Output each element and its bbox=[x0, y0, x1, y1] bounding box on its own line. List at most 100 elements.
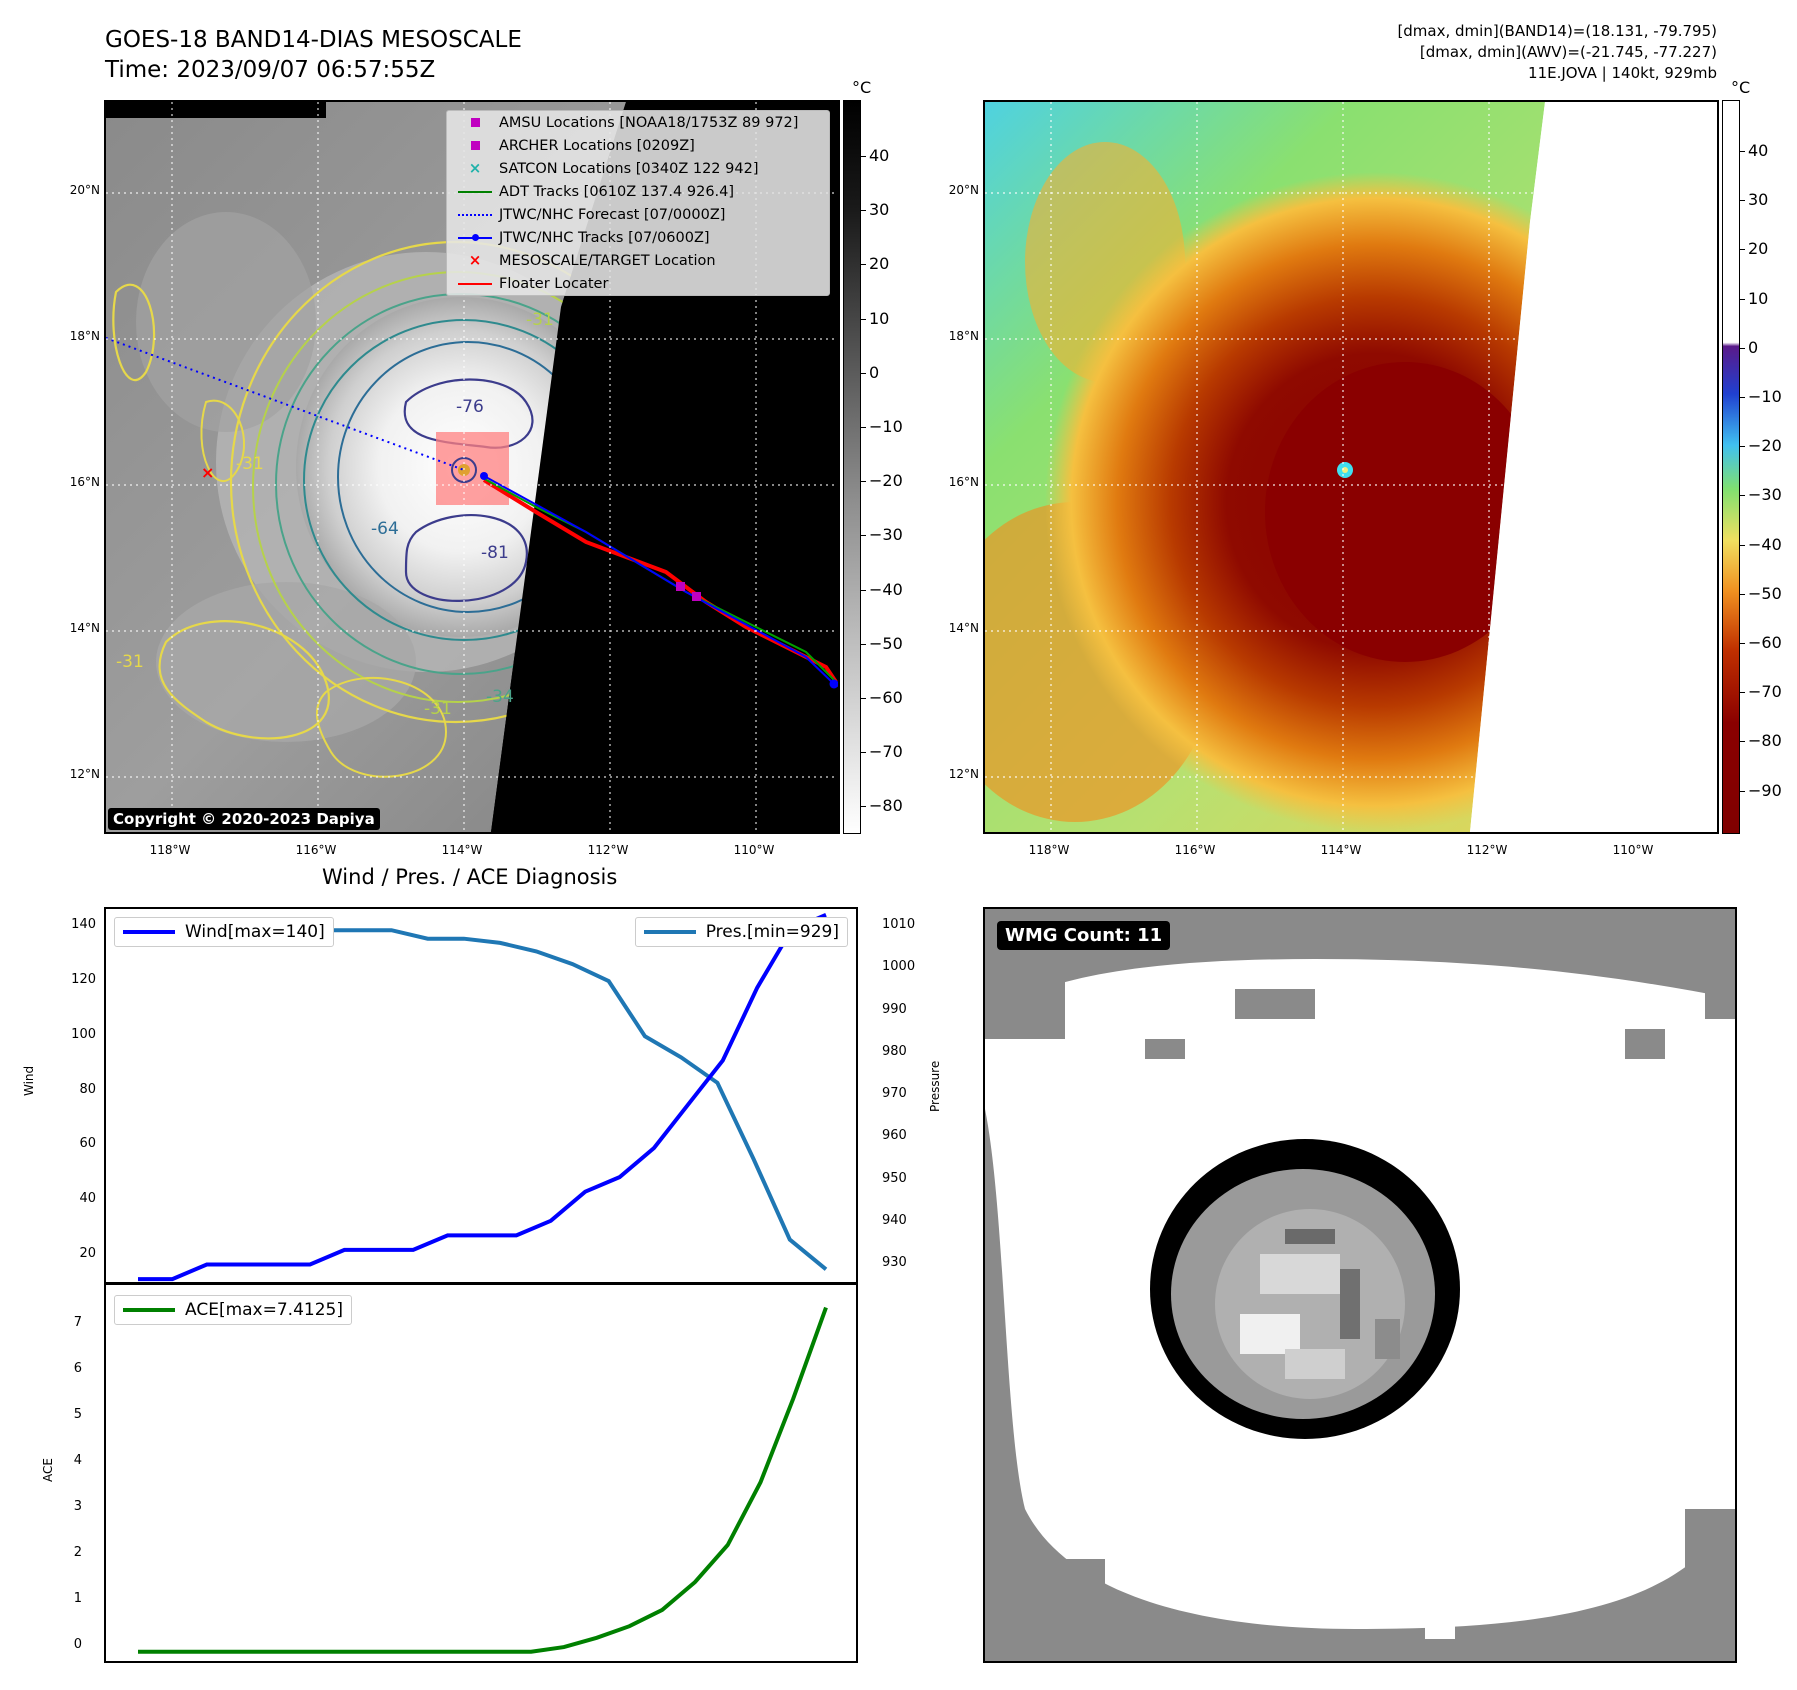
axis-tick-label: 980 bbox=[882, 1043, 907, 1059]
latitude-label: 16°N bbox=[69, 475, 100, 489]
legend-symbol bbox=[457, 190, 493, 193]
colorbar-tick-label: −30 bbox=[869, 525, 903, 545]
longitude-label: 110°W bbox=[1612, 843, 1654, 857]
longitude-label: 110°W bbox=[733, 843, 775, 857]
contour-label: -31 bbox=[236, 454, 264, 474]
colorbar-tick-label: 0 bbox=[1748, 337, 1759, 357]
jtwc-track bbox=[483, 475, 835, 685]
axis-tick-label: 2 bbox=[73, 1545, 82, 1560]
colorbar-tick-label: 20 bbox=[869, 254, 890, 274]
legend-symbol: × bbox=[468, 159, 482, 177]
axis-tick-label: 100 bbox=[71, 1026, 96, 1042]
legend-symbol bbox=[457, 141, 493, 150]
colorbar-tick-label: 30 bbox=[869, 200, 890, 220]
colorbar-tick bbox=[861, 427, 866, 428]
wind-legend: Wind[max=140] bbox=[114, 917, 334, 947]
colorbar-tick-label: −20 bbox=[1748, 436, 1782, 456]
colorbar-tick bbox=[1740, 790, 1745, 792]
longitude-label: 118°W bbox=[1028, 843, 1070, 857]
pressure-axis-label: Pressure bbox=[928, 1060, 942, 1112]
latitude-label: 12°N bbox=[948, 767, 979, 781]
ace-legend-label: ACE[max=7.4125] bbox=[185, 1300, 343, 1320]
axis-tick-label: 40 bbox=[79, 1191, 96, 1207]
legend-symbol bbox=[457, 282, 493, 285]
colorbar-tick-label: −60 bbox=[1748, 633, 1782, 652]
colorbar-tick-label: −50 bbox=[869, 633, 903, 653]
legend-symbol: × bbox=[468, 251, 482, 269]
legend-entry: AMSU Locations [NOAA18/1753Z 89 972] bbox=[447, 111, 829, 134]
colorbar-tick-label: 20 bbox=[1748, 239, 1769, 259]
axis-tick-label: 990 bbox=[882, 1001, 907, 1017]
colorbar-tick bbox=[1740, 397, 1745, 398]
colorbar-tick bbox=[1740, 692, 1745, 694]
latitude-label: 20°N bbox=[69, 183, 100, 197]
latitude-label: 14°N bbox=[69, 621, 100, 635]
colorbar-tick bbox=[1740, 249, 1745, 251]
wind-pressure-svg bbox=[138, 912, 828, 1282]
awv-colorbar-unit: °C bbox=[1731, 78, 1751, 97]
colorbar-tick-label: −60 bbox=[869, 688, 903, 707]
colorbar-tick-label: −10 bbox=[869, 417, 903, 436]
colorbar-tick bbox=[1740, 593, 1745, 595]
wind-series-line bbox=[138, 912, 827, 1282]
wind-legend-line bbox=[123, 930, 175, 934]
legend-symbol bbox=[457, 118, 493, 127]
colorbar-tick bbox=[1740, 151, 1745, 152]
colorbar-tick bbox=[861, 806, 866, 808]
copyright-badge: Copyright © 2020-2023 Dapiya bbox=[108, 808, 380, 830]
colorbar-tick-label: 30 bbox=[1748, 190, 1769, 210]
latitude-label: 20°N bbox=[948, 183, 979, 197]
colorbar-tick bbox=[1740, 495, 1745, 497]
awv-map-image bbox=[985, 102, 1717, 832]
colorbar-tick bbox=[1740, 446, 1745, 448]
wind-legend-label: Wind[max=140] bbox=[185, 922, 325, 942]
axis-tick-label: 1010 bbox=[882, 917, 916, 932]
diagnosis-title: Wind / Pres. / ACE Diagnosis bbox=[322, 865, 618, 889]
ace-legend-line bbox=[123, 1308, 175, 1312]
axis-tick-label: 60 bbox=[79, 1136, 96, 1152]
ace-plot: ACE[max=7.4125] bbox=[104, 1283, 858, 1663]
legend-label: JTWC/NHC Tracks [07/0600Z] bbox=[499, 229, 710, 246]
legend-label: Floater Locater bbox=[499, 275, 609, 292]
legend-symbol bbox=[457, 233, 493, 241]
contour-label: -64 bbox=[371, 519, 399, 539]
latitude-label: 18°N bbox=[948, 329, 979, 343]
svg-text:×: × bbox=[201, 463, 214, 482]
wmg-panel: WMG Count: 11 bbox=[983, 907, 1737, 1663]
longitude-label: 116°W bbox=[295, 843, 337, 857]
colorbar-tick-label: −50 bbox=[1748, 583, 1782, 603]
colorbar-tick-label: 40 bbox=[1748, 141, 1769, 160]
longitude-label: 112°W bbox=[587, 843, 629, 857]
axis-tick-label: 950 bbox=[882, 1170, 907, 1186]
wmg-image bbox=[985, 909, 1735, 1661]
stats-awv: [dmax, dmin](AWV)=(-21.745, -77.227) bbox=[1419, 43, 1717, 61]
colorbar-tick-label: −90 bbox=[1748, 780, 1782, 800]
pressure-legend-label: Pres.[min=929] bbox=[705, 922, 839, 942]
wmg-count-badge: WMG Count: 11 bbox=[997, 921, 1171, 950]
colorbar-tick-label: 10 bbox=[1748, 288, 1769, 308]
axis-tick-label: 4 bbox=[73, 1453, 82, 1468]
colorbar-tick-label: −30 bbox=[1748, 485, 1782, 505]
legend-entry: Floater Locater bbox=[447, 272, 829, 295]
colorbar-tick bbox=[861, 752, 866, 754]
longitude-label: 114°W bbox=[1320, 843, 1362, 857]
legend-label: ADT Tracks [0610Z 137.4 926.4] bbox=[499, 183, 735, 200]
latitude-label: 16°N bbox=[948, 475, 979, 489]
axis-tick-label: 140 bbox=[71, 917, 96, 932]
colorbar-tick-label: 40 bbox=[869, 146, 890, 165]
axis-tick-label: 120 bbox=[71, 971, 96, 987]
contour-label: -81 bbox=[481, 543, 509, 563]
ir-colorbar-unit: °C bbox=[852, 78, 872, 97]
colorbar-tick bbox=[1740, 200, 1745, 202]
colorbar-tick-label: −80 bbox=[869, 796, 903, 816]
colorbar-tick-label: −10 bbox=[1748, 387, 1782, 406]
colorbar-tick bbox=[861, 481, 866, 483]
colorbar-tick-label: 0 bbox=[869, 362, 880, 382]
axis-tick-label: 0 bbox=[73, 1637, 82, 1652]
axis-tick-label: 6 bbox=[73, 1361, 82, 1376]
legend-entry: ARCHER Locations [0209Z] bbox=[447, 134, 829, 157]
colorbar-tick bbox=[861, 643, 866, 645]
colorbar-tick bbox=[1740, 544, 1745, 546]
contour-label: -34 bbox=[486, 687, 514, 707]
axis-tick-label: 1000 bbox=[882, 959, 916, 975]
